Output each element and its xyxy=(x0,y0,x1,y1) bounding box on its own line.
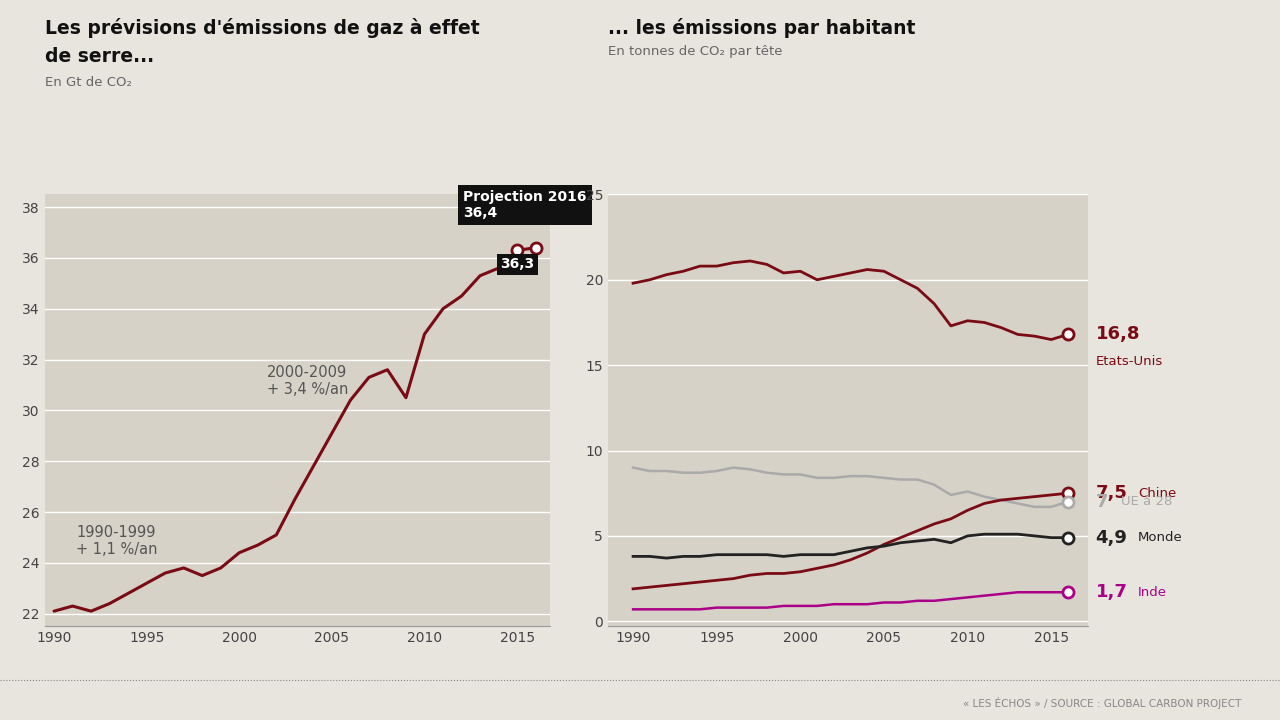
Text: 4,9: 4,9 xyxy=(1096,528,1128,546)
Text: Monde: Monde xyxy=(1138,531,1183,544)
Text: 16,8: 16,8 xyxy=(1096,325,1140,343)
Text: Projection 2016
36,4: Projection 2016 36,4 xyxy=(463,190,586,220)
Text: UE à 28: UE à 28 xyxy=(1121,495,1172,508)
Text: 2000-2009
+ 3,4 %/an: 2000-2009 + 3,4 %/an xyxy=(268,364,348,397)
Text: Inde: Inde xyxy=(1138,586,1167,599)
Text: Etats-Unis: Etats-Unis xyxy=(1096,355,1164,368)
Text: 1,7: 1,7 xyxy=(1096,583,1128,601)
Text: « LES ÉCHOS » / SOURCE : GLOBAL CARBON PROJECT: « LES ÉCHOS » / SOURCE : GLOBAL CARBON P… xyxy=(964,697,1242,709)
Text: de serre...: de serre... xyxy=(45,47,154,66)
Text: 1990-1999
+ 1,1 %/an: 1990-1999 + 1,1 %/an xyxy=(77,525,157,557)
Text: En tonnes de CO₂ par tête: En tonnes de CO₂ par tête xyxy=(608,45,782,58)
Text: En Gt de CO₂: En Gt de CO₂ xyxy=(45,76,132,89)
Text: Les prévisions d'émissions de gaz à effet: Les prévisions d'émissions de gaz à effe… xyxy=(45,18,480,38)
Text: Chine: Chine xyxy=(1138,487,1176,500)
Text: 7: 7 xyxy=(1096,492,1108,510)
Text: 36,3: 36,3 xyxy=(500,257,535,271)
Text: ... les émissions par habitant: ... les émissions par habitant xyxy=(608,18,915,38)
Text: 7,5: 7,5 xyxy=(1096,485,1128,503)
